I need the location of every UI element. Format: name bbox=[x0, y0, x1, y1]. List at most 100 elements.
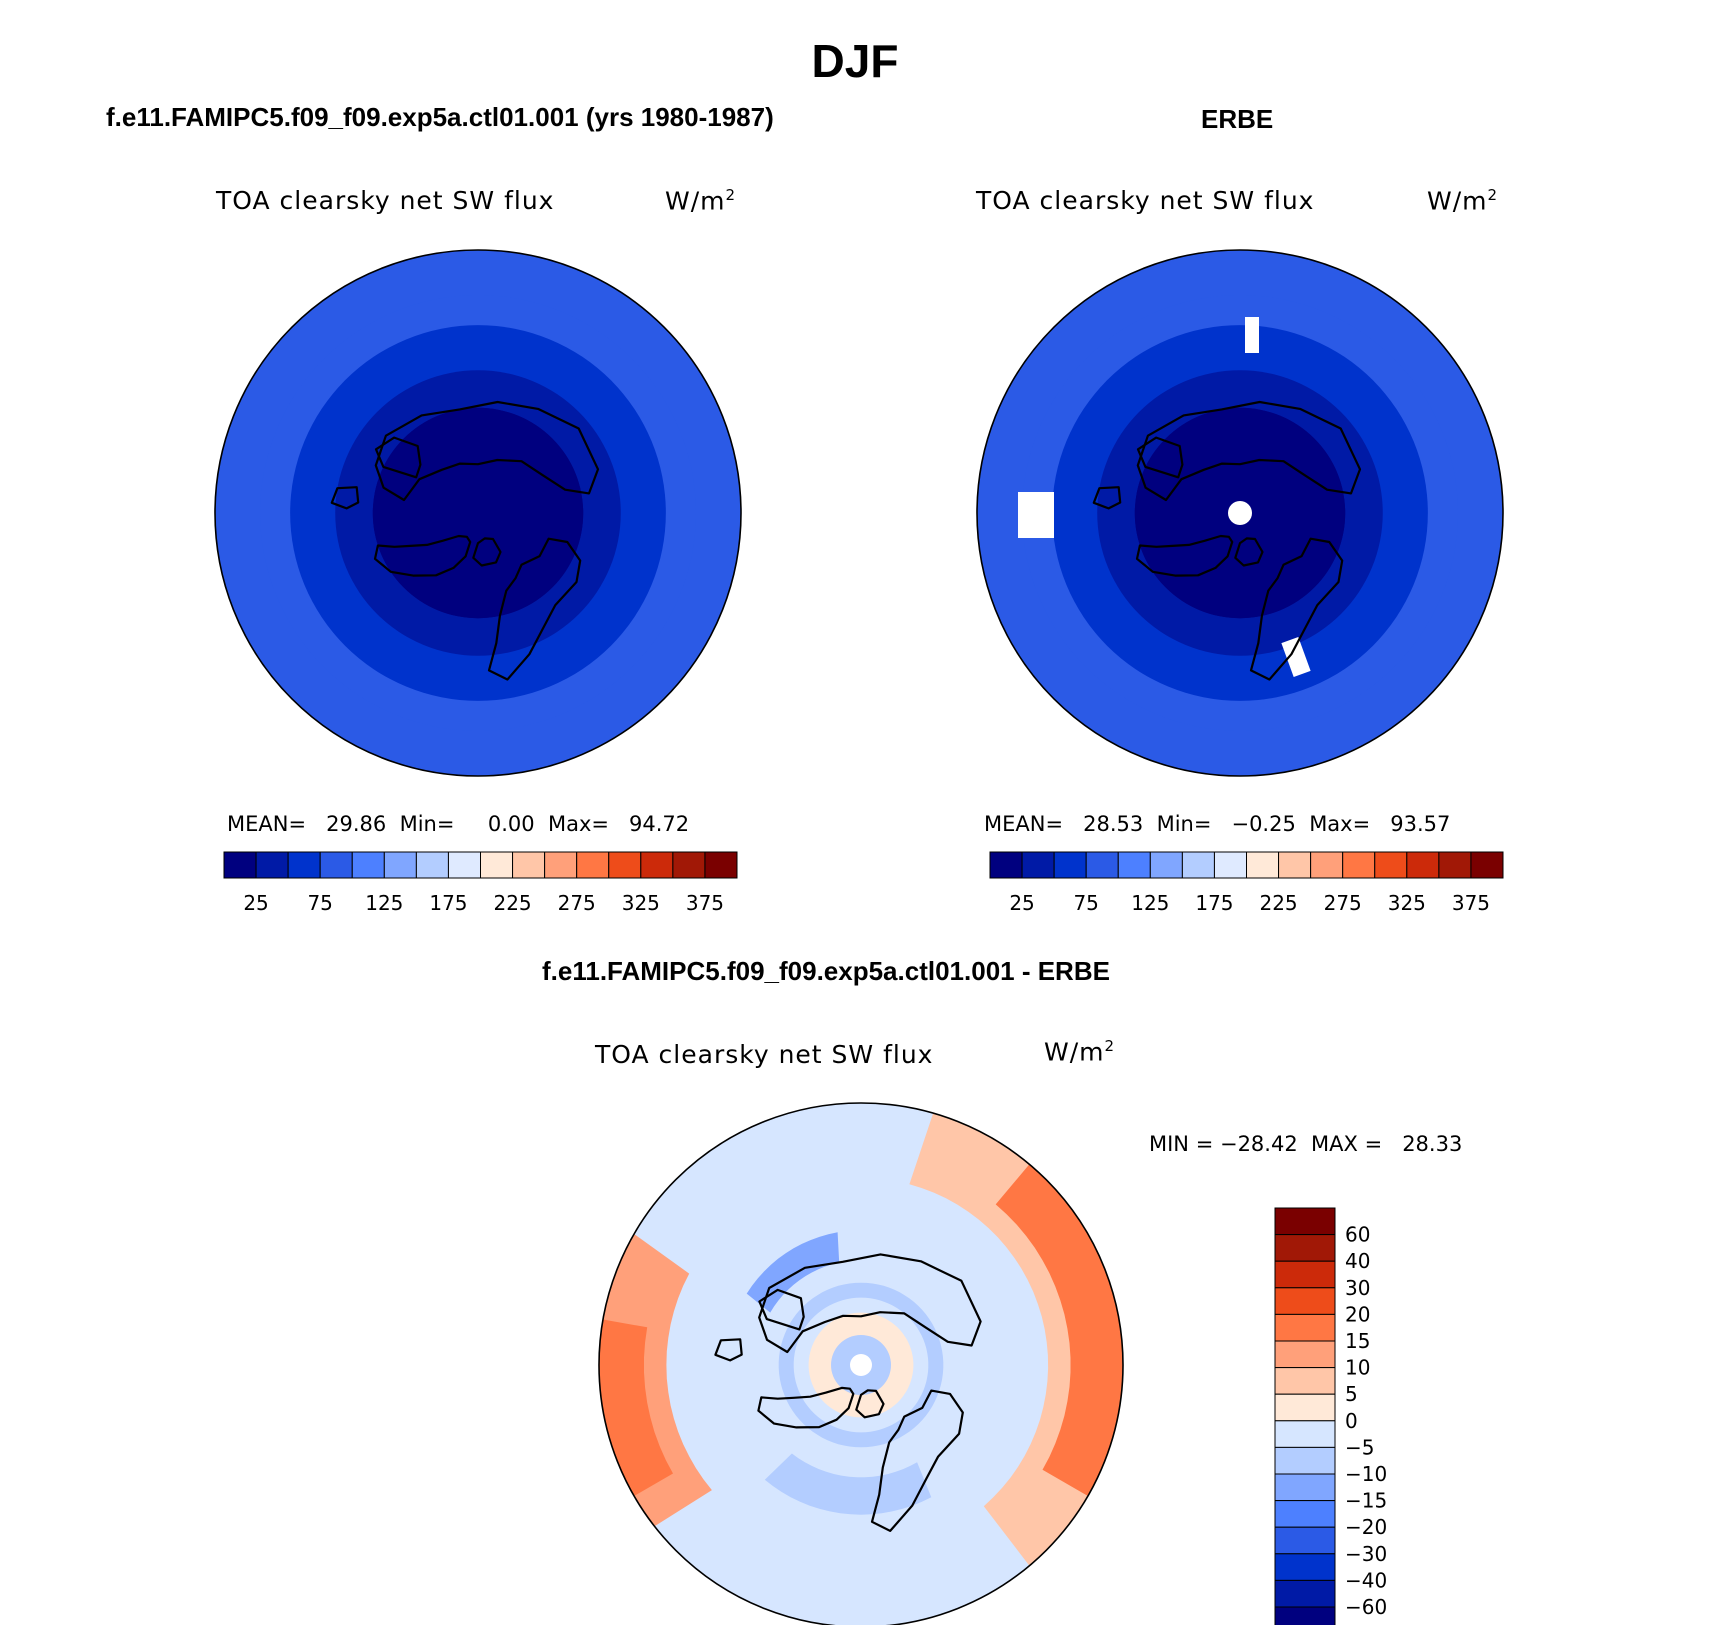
map-boundary bbox=[214, 249, 742, 777]
colorbar-swatch bbox=[480, 851, 514, 879]
missing-data-pole bbox=[850, 1354, 872, 1376]
colorbar-swatch bbox=[351, 851, 385, 879]
colorbar-swatch bbox=[1278, 851, 1312, 879]
colorbar-swatch bbox=[1246, 851, 1280, 879]
panel-title-model: f.e11.FAMIPC5.f09_f09.exp5a.ctl01.001 (y… bbox=[106, 102, 774, 132]
colorbar-swatch bbox=[1274, 1553, 1336, 1581]
colorbar-tick-label: 175 bbox=[1195, 891, 1233, 915]
scandinavia-coast bbox=[758, 1288, 805, 1331]
panel-title-diff: f.e11.FAMIPC5.f09_f09.exp5a.ctl01.001 - … bbox=[542, 956, 1110, 986]
colorbar-swatch bbox=[1274, 1260, 1336, 1289]
negative-anomaly-band bbox=[764, 1453, 932, 1515]
colorbar-tick-label: 75 bbox=[307, 891, 332, 915]
colorbar-tick-label: −10 bbox=[1345, 1462, 1387, 1486]
colorbar-tick-label: 325 bbox=[1388, 891, 1426, 915]
eurasia-coast bbox=[374, 400, 600, 502]
greenland-coast bbox=[373, 534, 472, 577]
colorbar-swatch bbox=[1085, 851, 1119, 879]
colorbar-swatch bbox=[640, 851, 674, 879]
colorbar-swatch bbox=[512, 851, 546, 879]
colorbar-tick-label: 125 bbox=[1131, 891, 1169, 915]
map-boundary bbox=[598, 1102, 1124, 1625]
greenland-coast bbox=[757, 1386, 855, 1429]
north-america-coast bbox=[1249, 537, 1344, 681]
minmax-diff: MIN = −28.42 MAX = 28.33 bbox=[1149, 1132, 1463, 1156]
units-label-model: W/m2 bbox=[665, 186, 737, 216]
missing-data-pole bbox=[1228, 501, 1252, 525]
colorbar-tick-label: 20 bbox=[1345, 1302, 1370, 1326]
colorbar-tick-label: 225 bbox=[1259, 891, 1297, 915]
missing-data-patch bbox=[1245, 317, 1259, 353]
colorbar-tick-label: 25 bbox=[243, 891, 268, 915]
units-label-obs: W/m2 bbox=[1427, 186, 1499, 216]
colorbar-swatch bbox=[1213, 851, 1247, 879]
field-label-model: TOA clearsky net SW flux bbox=[216, 186, 555, 215]
colorbar-swatch bbox=[1274, 1579, 1336, 1608]
colorbar-tick-label: 30 bbox=[1345, 1276, 1370, 1300]
colorbar-swatch bbox=[1021, 851, 1055, 879]
colorbar-tick-label: 75 bbox=[1073, 891, 1098, 915]
colorbar-swatch bbox=[544, 851, 578, 879]
colorbar-tick-label: −5 bbox=[1345, 1435, 1374, 1459]
colorbar-tick-label: −60 bbox=[1345, 1595, 1387, 1619]
colorbar-tick-label: 275 bbox=[558, 891, 596, 915]
coastlines bbox=[1092, 400, 1362, 681]
north-america-coast bbox=[487, 537, 582, 681]
colorbar-swatch bbox=[1274, 1313, 1336, 1342]
colorbar-tick-label: 275 bbox=[1324, 891, 1362, 915]
figure-title: DJF bbox=[811, 35, 899, 87]
field-label-diff: TOA clearsky net SW flux bbox=[595, 1040, 934, 1069]
colorbar-swatch bbox=[1274, 1500, 1336, 1528]
colorbar-swatch bbox=[1374, 851, 1408, 879]
colorbar-swatch bbox=[1274, 1393, 1336, 1422]
colorbar-swatch bbox=[1274, 1420, 1336, 1448]
colorbar-tick-label: 375 bbox=[686, 891, 724, 915]
ellesmere-coast bbox=[472, 537, 502, 567]
colorbar-tick-label: −30 bbox=[1345, 1542, 1387, 1566]
colorbar-tick-label: 40 bbox=[1345, 1249, 1370, 1273]
colorbar-tick-label: 0 bbox=[1345, 1409, 1358, 1433]
britain-coast bbox=[714, 1338, 743, 1362]
colorbar-tick-label: 225 bbox=[493, 891, 531, 915]
negative-anomaly-band bbox=[746, 1232, 840, 1313]
colorbar-tick-label: −15 bbox=[1345, 1489, 1387, 1513]
colorbar-swatch bbox=[1274, 1207, 1336, 1236]
positive-anomaly-west-strong bbox=[599, 1319, 673, 1496]
colorbar-tick-label: 175 bbox=[429, 891, 467, 915]
missing-data-patch bbox=[1281, 637, 1311, 677]
colorbar-swatch bbox=[1274, 1606, 1336, 1625]
colorbar-tick-label: −20 bbox=[1345, 1515, 1387, 1539]
colorbar-swatch bbox=[576, 851, 610, 879]
units-label-diff: W/m2 bbox=[1044, 1037, 1116, 1067]
colorbar-swatch bbox=[383, 851, 417, 879]
colorbar-tick-label: 375 bbox=[1452, 891, 1490, 915]
colorbar-swatch bbox=[989, 851, 1023, 879]
colorbar-swatch bbox=[1438, 851, 1472, 879]
map-layer bbox=[977, 250, 1503, 776]
field-label-obs: TOA clearsky net SW flux bbox=[976, 186, 1315, 215]
colorbar-swatch bbox=[1274, 1526, 1336, 1555]
positive-anomaly-east-strong bbox=[995, 1164, 1123, 1496]
panel-title-obs: ERBE bbox=[1201, 104, 1274, 134]
colorbar-swatch bbox=[1274, 1287, 1336, 1315]
colorbar-swatch bbox=[704, 851, 738, 879]
map-boundary bbox=[976, 249, 1504, 777]
colorbar-swatch bbox=[287, 851, 321, 879]
diff-anomalies bbox=[599, 1113, 1123, 1566]
colorbar-swatch bbox=[255, 851, 289, 879]
colorbar-tick-label: 125 bbox=[365, 891, 403, 915]
coastlines bbox=[714, 1253, 982, 1532]
colorbar-swatch bbox=[223, 851, 257, 879]
colorbar-swatch bbox=[1274, 1367, 1336, 1395]
coastlines bbox=[330, 400, 600, 681]
colorbar-tick-label: 25 bbox=[1009, 891, 1034, 915]
colorbar-tick-label: 5 bbox=[1345, 1382, 1358, 1406]
greenland-coast bbox=[1135, 534, 1234, 577]
ellesmere-coast bbox=[855, 1389, 885, 1419]
colorbar-swatch bbox=[447, 851, 481, 879]
colorbar-swatch bbox=[1310, 851, 1344, 879]
